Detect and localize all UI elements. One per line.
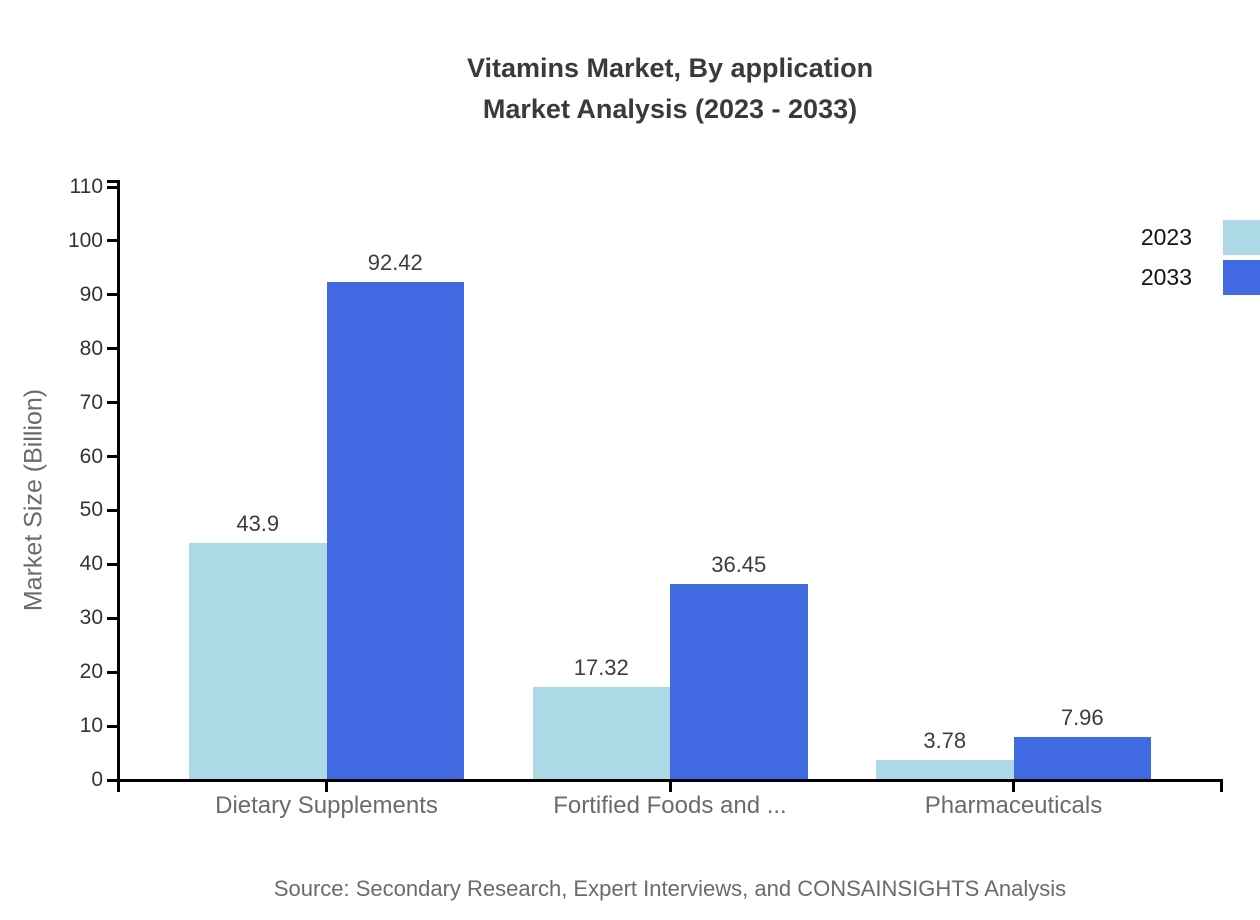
y-tick-label: 0 (91, 768, 103, 791)
x-category-label: Dietary Supplements (215, 792, 438, 819)
y-tick-mark (107, 239, 118, 243)
x-tick-mark (1012, 779, 1015, 792)
y-tick-mark (107, 616, 118, 620)
y-tick-mark (107, 724, 118, 728)
x-axis-end-tick (1220, 779, 1223, 792)
legend-item-2023[interactable]: 2023 (1000, 220, 1260, 255)
y-tick-mark (107, 185, 118, 189)
bar-2033-3[interactable] (1013, 737, 1151, 779)
y-axis-line (117, 181, 120, 792)
y-tick-mark (107, 508, 118, 512)
bar-2023-1[interactable] (189, 543, 327, 779)
y-tick-label: 60 (79, 444, 103, 468)
y-tick-label: 50 (79, 498, 103, 522)
chart-title-line1: Vitamins Market, By application (466, 53, 874, 83)
bar-2023-2[interactable] (532, 686, 670, 779)
legend-swatch-2033 (1223, 260, 1260, 295)
y-tick-label: 70 (79, 390, 103, 414)
bar-value-label: 43.9 (236, 511, 280, 537)
chart-title-line2: Market Analysis (2023 - 2033) (482, 94, 858, 124)
legend-label-2023: 2023 (1140, 224, 1192, 250)
y-tick-mark (107, 455, 118, 459)
x-category-label: Pharmaceuticals (924, 792, 1103, 819)
y-tick-mark (107, 562, 118, 566)
bar-value-label: 3.78 (923, 727, 967, 753)
bar-value-label: 7.96 (1060, 705, 1104, 731)
y-tick-label: 100 (67, 228, 103, 252)
y-axis-top-cap (107, 180, 120, 183)
bar-2023-3[interactable] (876, 759, 1014, 779)
chart-title: Vitamins Market, By application Market A… (90, 48, 1250, 130)
y-tick-mark (107, 293, 118, 297)
legend-item-2033[interactable]: 2033 (1000, 260, 1260, 295)
y-tick-mark (107, 347, 118, 351)
x-category-label: Fortified Foods and ... (553, 792, 787, 819)
bar-2033-2[interactable] (670, 583, 808, 779)
y-tick-label: 110 (69, 175, 103, 198)
bar-2033-1[interactable] (326, 281, 464, 779)
y-tick-label: 90 (79, 282, 103, 306)
x-tick-mark (668, 779, 672, 792)
y-tick-mark (107, 401, 118, 405)
y-tick-label: 40 (79, 552, 103, 576)
y-tick-label: 80 (79, 336, 103, 360)
bar-value-label: 17.32 (573, 654, 629, 680)
legend-label-2033: 2033 (1140, 264, 1192, 290)
bar-value-label: 92.42 (367, 249, 423, 275)
legend-swatch-2023 (1223, 220, 1260, 255)
y-tick-mark (107, 670, 118, 674)
y-tick-mark (107, 778, 118, 782)
y-tick-label: 30 (79, 606, 103, 630)
bar-value-label: 36.45 (711, 551, 767, 577)
x-tick-mark (325, 779, 328, 792)
y-tick-label: 20 (79, 660, 103, 684)
y-tick-label: 10 (79, 714, 103, 738)
source-note: Source: Secondary Research, Expert Inter… (273, 876, 1067, 901)
